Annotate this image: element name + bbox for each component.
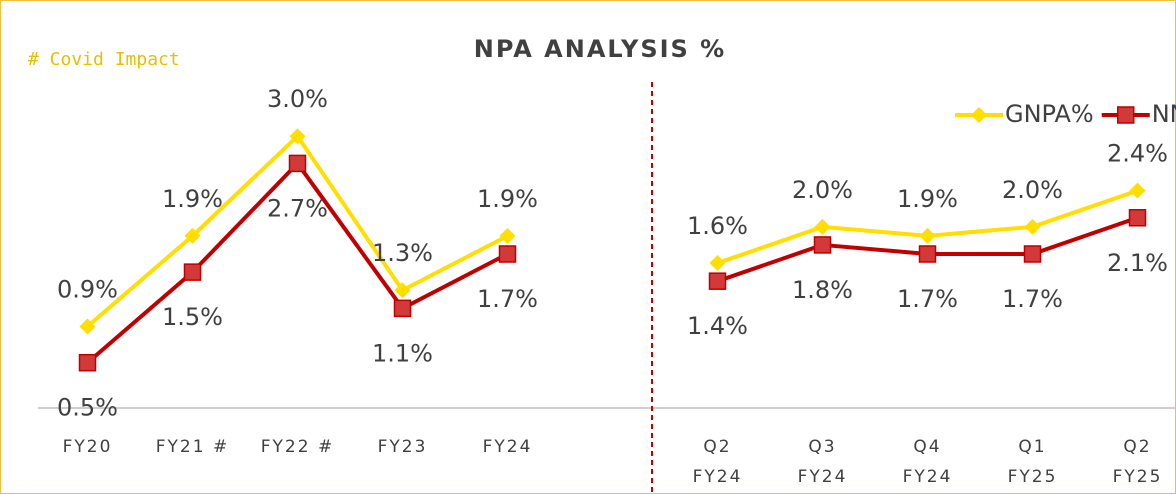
data-label: 2.0% (1002, 176, 1063, 204)
marker (183, 263, 202, 281)
x-tick-label: FY22 # (261, 437, 334, 457)
marker (918, 245, 937, 263)
data-label: 1.1% (372, 339, 433, 367)
marker (919, 227, 936, 244)
chart-title: NPA ANALYSIS % (474, 35, 726, 63)
legend-marker (1116, 106, 1135, 124)
marker (498, 245, 517, 263)
marker (1023, 245, 1042, 263)
annotation: # Covid Impact (28, 49, 180, 70)
x-tick-label: Q1 FY25 (1008, 437, 1058, 487)
x-tick-label: FY24 (483, 437, 533, 457)
data-label: 1.3% (372, 239, 433, 267)
x-tick-label: Q4 FY24 (903, 437, 953, 487)
data-label: 1.7% (477, 285, 538, 313)
data-label: 1.7% (1002, 285, 1063, 313)
marker (709, 255, 726, 272)
data-label: 1.9% (162, 185, 223, 213)
x-tick-label: FY23 (378, 437, 428, 457)
marker (1128, 209, 1147, 227)
marker (814, 218, 831, 235)
data-label: 3.0% (267, 85, 328, 113)
marker (394, 282, 411, 299)
data-label: 1.9% (897, 185, 958, 213)
marker (499, 227, 516, 244)
data-label: 2.4% (1107, 140, 1168, 168)
marker (708, 272, 727, 290)
data-label: 2.7% (267, 194, 328, 222)
marker (1129, 182, 1146, 199)
x-tick-label: FY21 # (156, 437, 229, 457)
legend-marker (971, 107, 987, 123)
data-label: 0.9% (57, 275, 118, 303)
x-tick-label: Q2 FY24 (693, 437, 743, 487)
data-label: 1.6% (687, 212, 748, 240)
series-line (86, 161, 509, 365)
data-label: 1.7% (897, 285, 958, 313)
x-tick-label: Q2 FY25 (1113, 437, 1163, 487)
data-label: 0.5% (57, 394, 118, 422)
marker (813, 236, 832, 254)
marker (288, 154, 307, 173)
marker (393, 299, 412, 318)
data-label: 2.0% (792, 176, 853, 204)
data-label: 1.9% (477, 185, 538, 213)
marker (1024, 218, 1041, 235)
data-label: 1.5% (162, 303, 223, 331)
x-tick-label: FY20 (63, 437, 113, 457)
data-label: 2.1% (1107, 249, 1168, 277)
marker (184, 227, 201, 244)
legend-label: NNPA% (1152, 100, 1176, 128)
marker (289, 128, 306, 145)
x-tick-label: Q3 FY24 (798, 437, 848, 487)
marker (78, 353, 97, 372)
data-label: 1.8% (792, 276, 853, 304)
data-label: 1.4% (687, 312, 748, 340)
legend-label: GNPA% (1005, 100, 1094, 128)
marker (79, 318, 96, 335)
